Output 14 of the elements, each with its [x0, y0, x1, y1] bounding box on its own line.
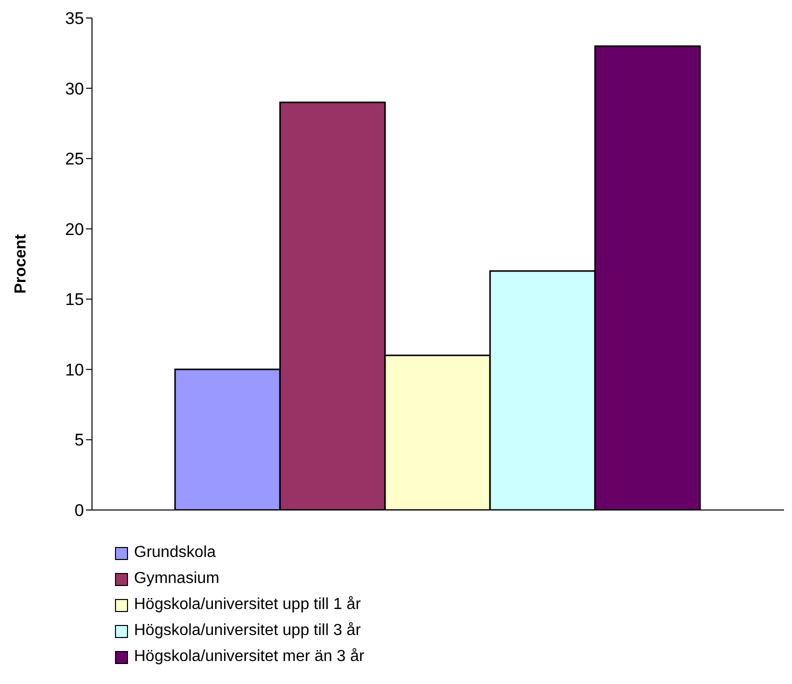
y-tick-label: 10	[65, 360, 84, 380]
y-tick-label: 35	[65, 9, 84, 28]
legend-label: Gymnasium	[134, 570, 220, 588]
y-axis-title: Procent	[12, 234, 30, 294]
legend-label: Högskola/universitet mer än 3 år	[134, 648, 364, 666]
y-tick-label: 30	[65, 79, 84, 98]
legend-label: Högskola/universitet upp till 3 år	[134, 622, 361, 640]
legend-label: Högskola/universitet upp till 1 år	[134, 596, 361, 614]
y-tick-label: 15	[65, 290, 84, 310]
legend-label: Grundskola	[134, 544, 216, 562]
y-tick-label: 5	[74, 430, 84, 450]
y-tick-label: 20	[65, 220, 84, 239]
y-tick-label: 25	[65, 150, 84, 169]
y-tick-label: 0	[74, 501, 84, 520]
